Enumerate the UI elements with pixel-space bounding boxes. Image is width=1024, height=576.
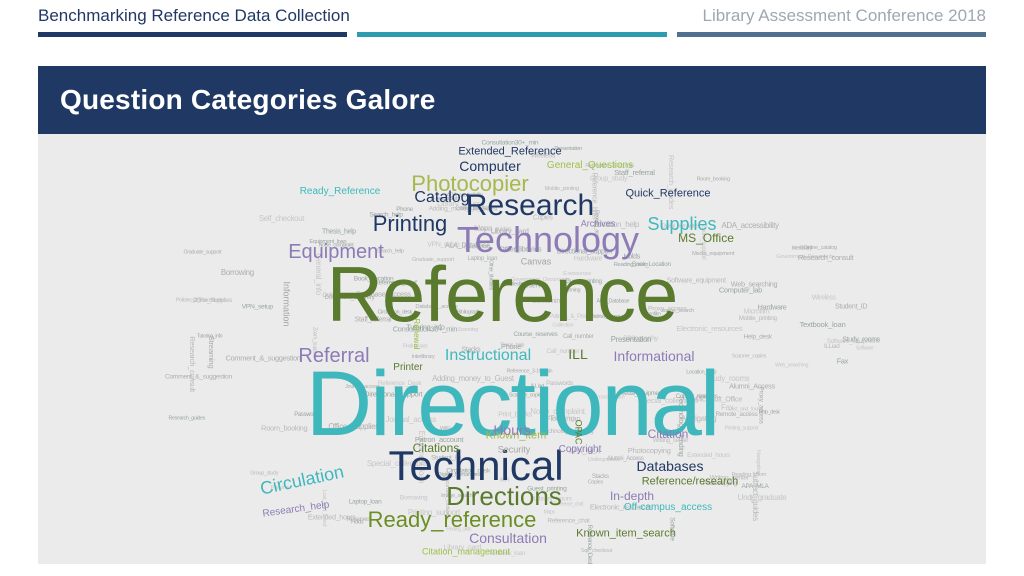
cloud-filler-word: Textbook_loan: [799, 321, 845, 329]
slide-title: Question Categories Galore: [38, 66, 986, 134]
cloud-filler-word: Undergraduate: [588, 458, 621, 464]
cloud-filler-word: Navigating: [754, 450, 760, 474]
cloud-filler-word: Undergraduate: [738, 494, 787, 502]
cloud-filler-word: Room_booking: [697, 177, 730, 182]
cloud-filler-word: Research_consult: [188, 336, 196, 392]
cloud-word: Renewal: [412, 318, 420, 349]
cloud-filler-word: Research_consult: [798, 254, 853, 262]
cloud-filler-word: Copies: [588, 480, 603, 486]
cloud-word: Citations: [413, 442, 460, 454]
cloud-word: Instructional: [445, 348, 531, 364]
slide-body: Question Categories Galore ADA_accessibi…: [0, 38, 1024, 564]
cloud-filler-word: ADA_accessibility: [721, 222, 778, 230]
cloud-word: Databases: [637, 459, 704, 473]
cloud-word: Citation_management: [422, 548, 510, 557]
cloud-word: Off-campus_access: [624, 503, 712, 513]
cloud-word: Quick_Reference: [626, 189, 711, 200]
cloud-filler-word: Room_booking: [261, 424, 307, 431]
cloud-word: ILL: [568, 347, 587, 361]
cloud-word: General_Questions: [547, 161, 633, 171]
cloud-word: Consultation: [469, 531, 547, 545]
stripe-3: [677, 32, 986, 37]
cloud-filler-word: Student_ID: [835, 304, 867, 311]
cloud-filler-word: Remote_access: [715, 412, 757, 418]
cloud-filler-word: Electronic_resources: [677, 325, 743, 333]
cloud-word: MS_Office: [678, 232, 734, 244]
cloud-filler-word: Policies_&_Procedures: [176, 298, 224, 303]
cloud-filler-word: Mobile_printing: [739, 316, 777, 322]
cloud-filler-word: Self_checkout: [581, 549, 612, 555]
stripe-1: [38, 32, 347, 37]
cloud-filler-word: Comment_&_suggestion: [165, 375, 232, 382]
cloud-word: Directions: [446, 483, 562, 509]
cloud-filler-word: Wireless: [812, 295, 836, 302]
cloud-filler-word: Tutoring_info: [197, 335, 222, 340]
cloud-filler-word: Comment_&_suggestion: [226, 354, 301, 361]
cloud-word: In-depth: [610, 490, 654, 502]
cloud-filler-word: VPN_setup: [427, 243, 459, 250]
cloud-word: OPAC: [574, 420, 583, 445]
cloud-filler-word: Fax: [837, 357, 848, 364]
cloud-filler-word: Reserves: [346, 517, 370, 523]
cloud-word: Known_item_search: [576, 529, 676, 540]
cloud-word: Informational: [614, 349, 695, 363]
cloud-word: Catalog: [414, 190, 469, 206]
cloud-word: Canvas: [521, 258, 552, 267]
cloud-word: Reference: [327, 255, 678, 333]
cloud-filler-word: Borrowing: [221, 269, 254, 277]
cloud-filler-word: Media_equipment: [692, 252, 734, 258]
cloud-word: Computer: [459, 159, 520, 173]
cloud-filler-word: Thesis_help: [322, 229, 356, 236]
cloud-word: Citation: [648, 428, 689, 440]
cloud-word: Equipment: [288, 242, 384, 262]
cloud-filler-word: Study_rooms: [842, 337, 880, 344]
header-left-title: Benchmarking Reference Data Collection: [38, 6, 350, 26]
cloud-filler-word: Research_guides: [667, 155, 675, 209]
cloud-filler-word: Help_desk: [743, 334, 771, 341]
header-right-conference: Library Assessment Conference 2018: [703, 6, 987, 26]
cloud-word: Circulation: [259, 462, 346, 497]
cloud-filler-word: Graduate_support: [183, 251, 221, 256]
cloud-filler-word: Laptop_loan: [349, 499, 382, 506]
cloud-word: Printing: [373, 213, 448, 235]
cloud-filler-word: Software: [856, 346, 873, 351]
cloud-word: Printer: [393, 363, 422, 373]
stripe-2: [357, 32, 666, 37]
cloud-filler-word: Printing_support: [725, 427, 758, 432]
cloud-filler-word: Web_searching: [731, 280, 777, 287]
cloud-filler-word: Stacks: [592, 474, 609, 480]
cloud-filler-word: Self_checkout: [259, 215, 304, 223]
slide-header: Benchmarking Reference Data Collection L…: [0, 0, 1024, 30]
cloud-word: Referral: [298, 346, 369, 366]
cloud-word: Copyright: [559, 445, 602, 455]
cloud-word: Extended_Reference: [458, 147, 561, 158]
cloud-filler-word: Research_guides: [169, 417, 205, 422]
cloud-word: Information: [282, 281, 291, 326]
cloud-filler-word: VPN_setup: [242, 305, 273, 312]
cloud-filler-word: Reference_chat: [547, 519, 589, 526]
cloud-filler-word: Streaming: [208, 336, 216, 369]
cloud-filler-word: Borrowing: [400, 495, 428, 502]
word-cloud: ADA_accessibilityADA_accessibilityALA_Da…: [38, 134, 986, 564]
cloud-word: Reference/research: [642, 477, 739, 488]
cloud-filler-word: Maps: [544, 510, 555, 515]
cloud-filler-word: Alumni_Access: [729, 382, 775, 389]
cloud-word: Archives: [581, 220, 616, 229]
cloud-filler-word: Web_searching: [775, 364, 808, 369]
cloud-filler-word: Online_catalog: [803, 246, 836, 252]
cloud-word: Ready_reference: [368, 509, 537, 531]
cloud-filler-word: Proxy_access: [757, 387, 764, 424]
cloud-word: Security: [498, 446, 531, 455]
cloud-word: Hours: [493, 423, 530, 437]
cloud-filler-word: Scanner_copies: [732, 354, 766, 359]
cloud-word: Ready_Reference: [300, 187, 381, 197]
header-stripes: [0, 30, 1024, 38]
